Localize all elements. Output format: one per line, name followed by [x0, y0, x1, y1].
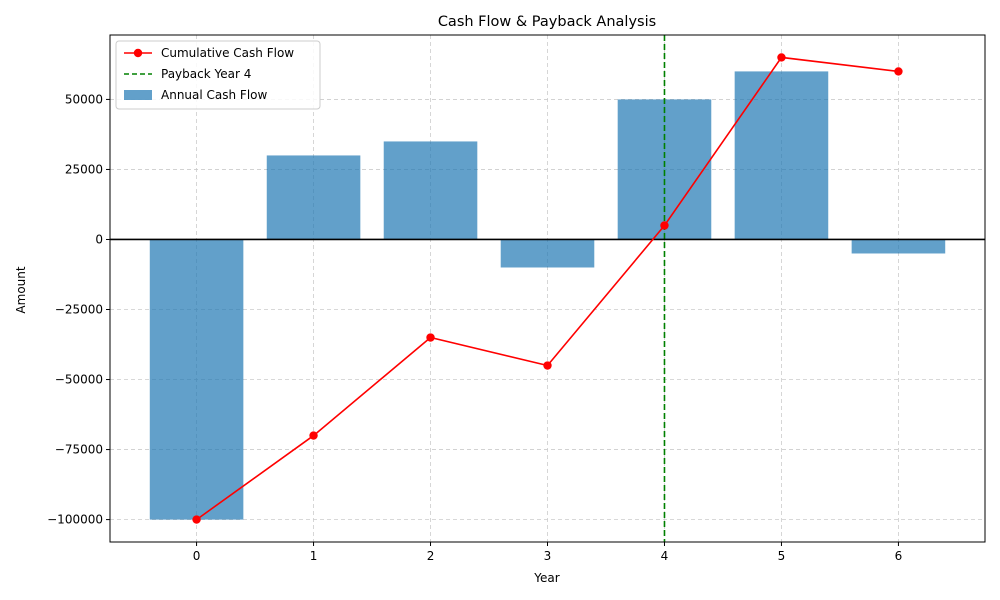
bar-year-0: [149, 239, 244, 520]
y-tick-label: −25000: [55, 303, 103, 317]
cumulative-point-year-2: [426, 333, 435, 342]
legend-box: [115, 40, 321, 110]
x-tick-label: 6: [895, 549, 903, 563]
bar-year-6: [851, 239, 946, 254]
y-tick-label: −100000: [47, 513, 103, 527]
bar-year-2: [383, 141, 478, 240]
cumulative-point-year-4: [660, 221, 669, 230]
y-tick-label: 0: [95, 232, 103, 246]
legend-label: Annual Cash Flow: [161, 88, 268, 102]
y-tick-label: 25000: [65, 162, 103, 176]
bar-year-3: [500, 239, 595, 268]
cumulative-point-year-0: [192, 515, 201, 524]
x-axis-label: Year: [533, 571, 559, 585]
cumulative-point-year-1: [309, 431, 318, 440]
y-tick-label: −50000: [55, 373, 103, 387]
cumulative-point-year-6: [894, 67, 903, 76]
x-tick-label: 0: [193, 549, 201, 563]
y-tick-label: 50000: [65, 92, 103, 106]
y-tick-label: −75000: [55, 443, 103, 457]
legend: Cumulative Cash Flow Payback Year 4 Annual…: [115, 40, 321, 110]
cumulative-point-year-3: [543, 361, 552, 370]
legend-label: Payback Year 4: [161, 67, 251, 81]
bar-year-1: [266, 155, 361, 240]
x-tick-label: 5: [778, 549, 786, 563]
bar-year-5: [734, 71, 829, 240]
x-tick-label: 2: [427, 549, 435, 563]
legend-swatch-annual: [124, 90, 152, 100]
chart-title: Cash Flow & Payback Analysis: [438, 14, 656, 30]
x-tick-label: 4: [661, 549, 669, 563]
cumulative-point-year-5: [777, 53, 786, 62]
legend-label: Cumulative Cash Flow: [161, 46, 294, 60]
x-tick-label: 3: [544, 549, 552, 563]
legend-marker-cumulative: [133, 48, 143, 58]
x-tick-label: 1: [310, 549, 318, 563]
y-axis-label: Amount: [14, 266, 28, 313]
